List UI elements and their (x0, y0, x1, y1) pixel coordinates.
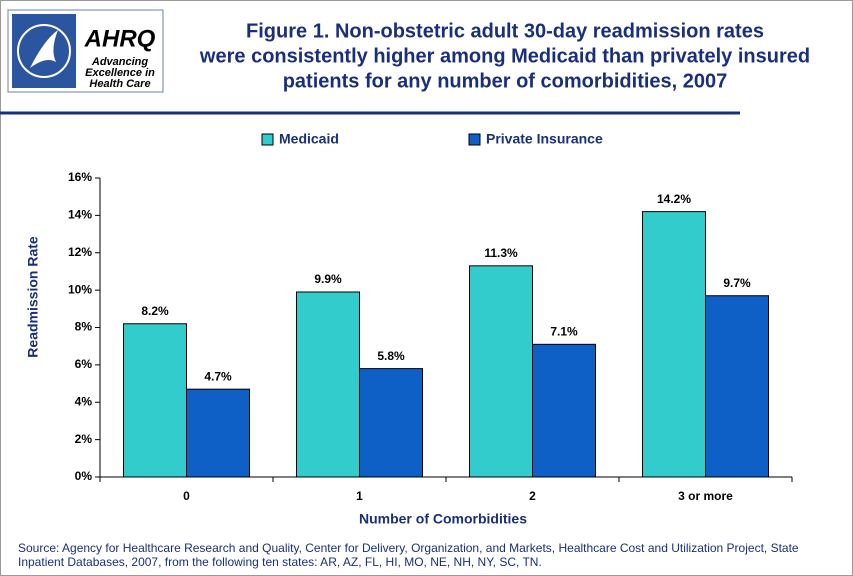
y-tick-label: 0% (75, 469, 93, 483)
source-note: Inpatient Databases, 2007, from the foll… (18, 555, 542, 569)
y-tick-label: 2% (75, 432, 93, 446)
x-tick-label: 2 (529, 489, 536, 503)
value-label: 7.1% (550, 324, 578, 338)
x-tick-label: 3 or more (678, 489, 733, 503)
chart-title: were consistently higher among Medicaid … (199, 45, 810, 67)
source-note: Source: Agency for Healthcare Research a… (18, 541, 799, 555)
value-label: 9.9% (314, 272, 342, 286)
logo-tagline: Health Care (89, 78, 150, 90)
bar (469, 265, 533, 478)
bar (642, 211, 706, 478)
y-tick-label: 10% (68, 282, 92, 296)
seal-eagle (30, 30, 58, 68)
logo-tagline: Advancing (91, 56, 149, 68)
y-tick-label: 6% (75, 357, 93, 371)
y-tick-label: 4% (75, 394, 93, 408)
y-tick-label: 8% (75, 320, 93, 334)
seal-ring (17, 24, 71, 78)
y-tick-label: 12% (68, 245, 92, 259)
bar (705, 295, 769, 478)
value-label: 11.3% (484, 246, 518, 260)
value-label: 4.7% (204, 369, 232, 383)
x-tick-label: 1 (356, 489, 363, 503)
chart-title: Figure 1. Non-obstetric adult 30-day rea… (246, 20, 764, 42)
value-label: 8.2% (141, 304, 169, 318)
logo-name: AHRQ (84, 25, 156, 52)
y-axis-title: Readmission Rate (25, 236, 41, 358)
bar (123, 323, 187, 478)
bar (359, 368, 423, 478)
bar (186, 388, 250, 478)
chart-title: patients for any number of comorbidities… (283, 70, 728, 92)
logo: AHRQ Advancing Excellence in Health Care (7, 9, 164, 93)
legend-label: Medicaid (279, 131, 339, 147)
value-label: 5.8% (377, 349, 405, 363)
legend-label: Private Insurance (486, 131, 603, 147)
legend-swatch (261, 133, 274, 146)
value-label: 14.2% (657, 192, 691, 206)
bar (296, 291, 360, 478)
x-axis-title: Number of Comorbidities (359, 511, 527, 527)
logo-tagline: Excellence in (85, 67, 155, 79)
bar (532, 343, 596, 478)
value-label: 9.7% (723, 276, 751, 290)
legend-swatch (468, 133, 481, 146)
x-tick-label: 0 (183, 489, 190, 503)
y-tick-label: 14% (68, 208, 92, 222)
y-tick-label: 16% (68, 170, 92, 184)
